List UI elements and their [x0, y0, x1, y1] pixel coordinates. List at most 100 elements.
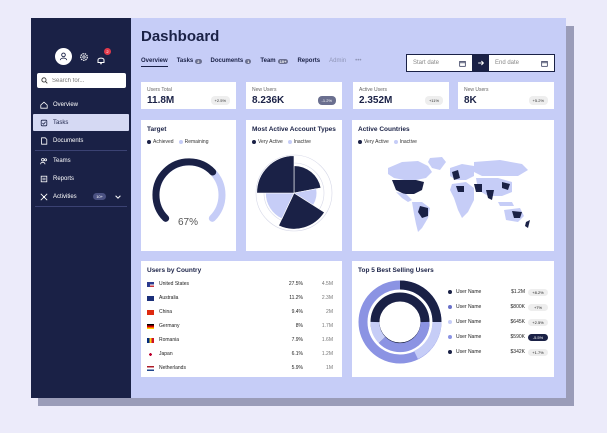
- donut-outer-segment: [413, 321, 442, 360]
- sidebar-item-overview[interactable]: Overview: [33, 96, 129, 113]
- legend-label: Very Active: [364, 139, 389, 145]
- stat-label: Users Total: [147, 87, 172, 93]
- ro-flag-icon: [147, 337, 154, 343]
- polar-slice-4: [256, 155, 295, 194]
- chevron-down-icon[interactable]: [114, 193, 122, 201]
- tab-label: Admin: [329, 58, 347, 64]
- polar-slice-2: [278, 192, 325, 230]
- seller-color-dot: [448, 350, 452, 354]
- sidebar-item-label: Overview: [53, 101, 79, 108]
- seller-delta-badge: +2.5%: [528, 318, 548, 326]
- card-title: Users by Country: [147, 267, 202, 274]
- map-new-zealand: [525, 220, 530, 228]
- country-value: 1.6M: [321, 337, 333, 343]
- legend-dot: [147, 140, 151, 144]
- seller-name: User Name: [456, 349, 482, 355]
- user-icon: [59, 52, 68, 61]
- country-name: Japan: [159, 351, 173, 357]
- map-usa: [392, 180, 424, 194]
- legend-dot: [287, 140, 292, 144]
- list-item: User Name $1.2M +8.2%: [448, 287, 548, 297]
- sidebar-item-reports[interactable]: Reports: [33, 170, 129, 187]
- tab-documents[interactable]: Documents 1: [211, 58, 252, 64]
- legend-item-remaining: Remaining: [178, 139, 208, 145]
- tab-reports[interactable]: Reports: [297, 58, 320, 64]
- country-value: 2M: [326, 309, 333, 315]
- tab-label: Tasks: [176, 58, 194, 64]
- top-sellers-card: Top 5 Best Selling Users User Name $1.2M…: [352, 261, 554, 377]
- sidebar-item-tasks[interactable]: Tasks: [33, 114, 129, 131]
- search-input[interactable]: [52, 77, 122, 84]
- map-greenland: [428, 157, 446, 170]
- stat-value: 11.8M: [147, 95, 175, 106]
- legend-item-very-active: Very Active: [252, 139, 283, 145]
- calendar-icon: [459, 60, 466, 67]
- tab-count-badge: 1: [245, 58, 252, 64]
- map-indonesia: [498, 202, 514, 206]
- start-date-field[interactable]: Start date: [407, 55, 472, 71]
- seller-amount: $590K: [510, 334, 525, 340]
- table-row: Australia 11.2% 2.3M: [147, 293, 333, 303]
- sidebar-item-documents[interactable]: Documents: [33, 132, 129, 149]
- search-box[interactable]: [37, 73, 126, 88]
- stat-delta-badge: +11%: [424, 96, 443, 105]
- page-title: Dashboard: [141, 28, 220, 45]
- legend-label: Inactive: [399, 139, 417, 145]
- jp-flag-icon: [147, 351, 154, 357]
- tab-label: Reports: [297, 58, 321, 64]
- country-percent: 11.2%: [289, 295, 303, 301]
- seller-name: User Name: [456, 319, 482, 325]
- seller-name: User Name: [456, 334, 482, 340]
- sidebar-item-teams[interactable]: Teams: [33, 152, 129, 169]
- end-date-field[interactable]: End date: [489, 55, 554, 71]
- legend-item-inactive: Inactive: [287, 139, 311, 145]
- table-row: Netherlands 5.9% 1M: [147, 363, 333, 373]
- stat-delta-badge: +5.2%: [528, 96, 548, 105]
- country-value: 2.3M: [321, 295, 333, 301]
- map-east-asia: [502, 182, 510, 190]
- map-russia: [474, 160, 528, 176]
- legend-item-very-active: Very Active: [358, 139, 389, 145]
- sidebar-item-label: Documents: [53, 137, 84, 144]
- reports-icon: [40, 175, 48, 182]
- tasks-icon: [40, 119, 48, 126]
- donut-inner-segment: [370, 321, 386, 344]
- tab-tasks[interactable]: Tasks 2: [177, 58, 202, 64]
- card-title: Active Countries: [358, 126, 410, 133]
- map-mexico: [396, 192, 412, 202]
- notification-bell[interactable]: 2: [96, 47, 111, 64]
- seller-delta-badge: +1.7%: [528, 348, 548, 356]
- avatar[interactable]: [55, 48, 72, 65]
- list-item: User Name $590K -5.5%: [448, 332, 548, 342]
- tab-more[interactable]: •••: [355, 58, 361, 64]
- legend-item-inactive: Inactive: [393, 139, 417, 145]
- seller-amount: $800K: [510, 304, 525, 310]
- seller-amount: $342K: [510, 349, 525, 355]
- gear-icon[interactable]: [79, 52, 89, 62]
- legend-label: Achieved: [153, 139, 174, 145]
- sidebar: 2 Overview Tasks Documents Teams: [31, 18, 131, 398]
- top-sellers-donut: [358, 280, 442, 364]
- map-africa-north: [456, 186, 464, 192]
- tab-overview[interactable]: Overview: [141, 58, 168, 67]
- tab-team[interactable]: Team 10+: [260, 58, 289, 64]
- map-brazil: [418, 206, 428, 218]
- tab-label: •••: [355, 58, 362, 64]
- map-africa: [450, 182, 474, 218]
- calendar-icon: [541, 60, 548, 67]
- polar-slice-0: [293, 165, 322, 194]
- start-date-placeholder: Start date: [413, 60, 440, 66]
- tab-admin[interactable]: Admin: [329, 58, 346, 64]
- seller-color-dot: [448, 335, 452, 339]
- tab-label: Overview: [141, 58, 168, 64]
- table-row: United States 27.5% 4.5M: [147, 279, 333, 289]
- sidebar-nav: Overview Tasks Documents Teams Reports: [31, 96, 131, 208]
- sidebar-item-activities[interactable]: Activities 10+: [33, 188, 129, 205]
- de-flag-icon: [147, 323, 154, 329]
- stat-label: Active Users: [359, 87, 388, 93]
- card-title: Top 5 Best Selling Users: [358, 267, 434, 274]
- seller-delta-badge: +7%: [528, 303, 548, 311]
- cn-flag-icon: [147, 309, 154, 315]
- gauge-fill: [152, 158, 217, 222]
- date-range-picker: Start date End date: [406, 54, 555, 72]
